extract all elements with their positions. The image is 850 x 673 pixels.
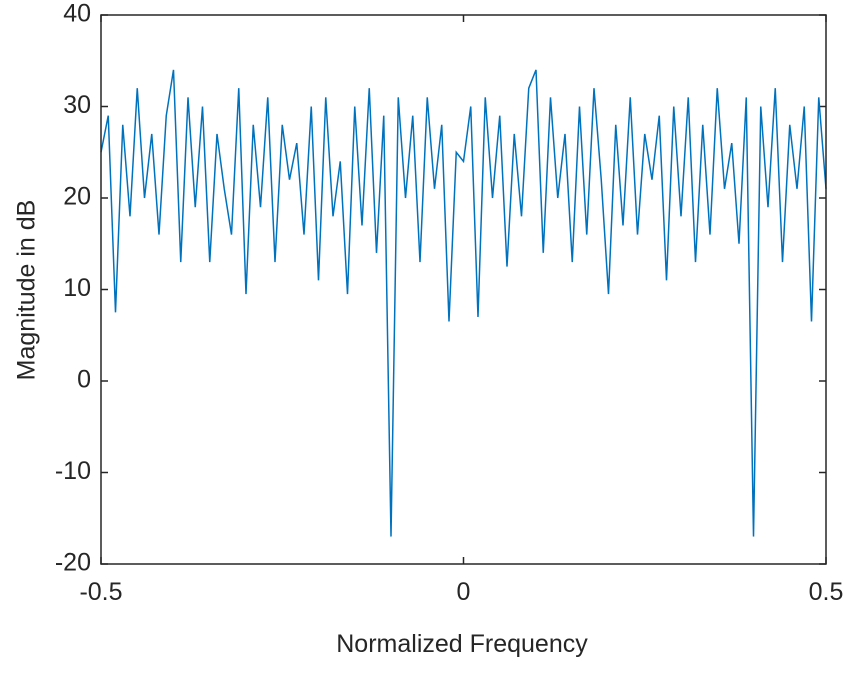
- x-tick-label: 0.5: [809, 578, 844, 606]
- y-tick-label: 20: [63, 183, 91, 211]
- y-tick-label: 40: [63, 0, 91, 28]
- y-tick-label: 10: [63, 274, 91, 302]
- y-tick-label: 0: [77, 366, 91, 394]
- x-tick-label: 0: [457, 578, 471, 606]
- y-tick-label: 30: [63, 91, 91, 119]
- x-tick-label: -0.5: [79, 578, 122, 606]
- axes-box: [100, 14, 827, 565]
- y-tick-label: -20: [55, 549, 91, 577]
- plot-area: [101, 15, 826, 564]
- x-axis-label: Normalized Frequency: [336, 630, 588, 658]
- y-tick-label: -10: [55, 457, 91, 485]
- y-axis-label: Magnitude in dB: [13, 200, 41, 381]
- line-series: [100, 69, 827, 537]
